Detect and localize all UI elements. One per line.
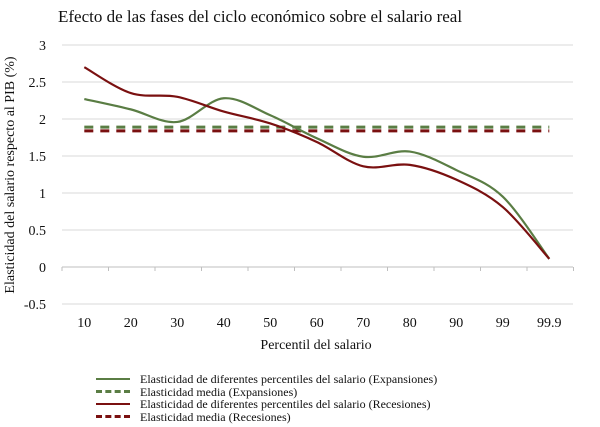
line-chart: Efecto de las fases del ciclo económico … xyxy=(3,7,574,353)
y-tick-label: 0 xyxy=(39,261,46,276)
legend-item: Elasticidad media (Expansiones) xyxy=(96,384,437,399)
legend-label: Elasticidad de diferentes percentiles de… xyxy=(140,397,431,411)
legend-item: Elasticidad de diferentes percentiles de… xyxy=(96,398,437,411)
y-axis-label: Elasticidad del salario respecto al PIB … xyxy=(3,56,18,293)
legend-label: Elasticidad media (Expansiones) xyxy=(140,384,298,399)
x-tick-label: 90 xyxy=(449,316,463,331)
x-axis-label: Percentil del salario xyxy=(260,338,371,353)
x-tick-label: 70 xyxy=(356,316,370,331)
chart-title: Efecto de las fases del ciclo económico … xyxy=(58,7,462,26)
y-tick-label: -0.5 xyxy=(24,298,46,313)
x-tick-label: 30 xyxy=(170,316,184,331)
legend: Elasticidad de diferentes percentiles de… xyxy=(96,373,437,423)
y-tick-label: 2 xyxy=(39,113,46,128)
x-tick-label: 99.9 xyxy=(537,316,562,331)
series-line-2 xyxy=(83,66,551,260)
x-tick-label: 99 xyxy=(496,316,510,331)
y-tick-label: 0.5 xyxy=(29,224,47,239)
y-tick-label: 1 xyxy=(39,187,46,202)
legend-label: Elasticidad media (Recesiones) xyxy=(140,409,291,424)
x-tick-label: 60 xyxy=(310,316,324,331)
y-tick-label: 3 xyxy=(39,39,46,54)
legend-item: Elasticidad de diferentes percentiles de… xyxy=(96,373,437,386)
series-line-0 xyxy=(84,97,551,260)
legend-swatch xyxy=(96,415,130,419)
x-tick-label: 50 xyxy=(263,316,277,331)
legend-item: Elasticidad media (Recesiones) xyxy=(96,409,437,424)
legend-swatch xyxy=(96,390,130,394)
x-tick-label: 40 xyxy=(217,316,231,331)
y-tick-label: 2.5 xyxy=(29,76,47,91)
legend-swatch xyxy=(96,378,130,381)
x-tick-label: 20 xyxy=(124,316,138,331)
x-tick-label: 10 xyxy=(77,316,91,331)
legend-label: Elasticidad de diferentes percentiles de… xyxy=(140,372,438,386)
x-tick-label: 80 xyxy=(403,316,417,331)
y-tick-label: 1.5 xyxy=(29,150,47,165)
legend-swatch xyxy=(96,403,130,406)
